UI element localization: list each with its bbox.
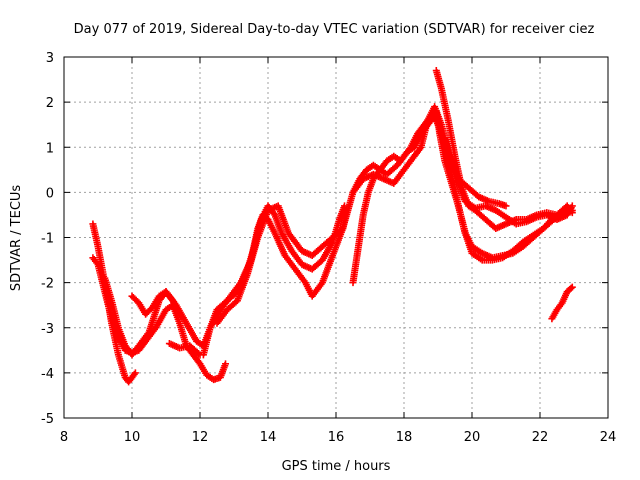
y-tick-label: -5 xyxy=(41,412,54,427)
data-point xyxy=(567,284,575,292)
y-tick-label: -2 xyxy=(41,277,54,292)
x-tick-label: 14 xyxy=(260,430,277,445)
y-tick-label: -4 xyxy=(41,367,54,382)
data-point xyxy=(176,310,184,318)
series-arc-4 xyxy=(128,288,184,318)
x-axis-label: GPS time / hours xyxy=(282,459,391,474)
series-arc-7 xyxy=(213,103,510,327)
x-tick-label: 20 xyxy=(464,430,481,445)
y-axis-label: SDTVAR / TECUs xyxy=(9,185,24,292)
y-tick-label: 0 xyxy=(46,186,54,201)
series-arc-3 xyxy=(101,202,348,359)
data-point xyxy=(131,369,139,377)
series-arc-11 xyxy=(441,134,576,228)
series-arc-2 xyxy=(89,254,229,384)
grid-lines xyxy=(64,57,608,418)
y-tick-label: 3 xyxy=(46,51,54,66)
data-point xyxy=(568,283,576,291)
chart-title: Day 077 of 2019, Sidereal Day-to-day VTE… xyxy=(74,22,595,37)
y-tick-label: 1 xyxy=(46,141,54,156)
data-point xyxy=(416,145,424,153)
x-tick-label: 16 xyxy=(328,430,345,445)
y-tick-labels: 3 2 1 0 -1 -2 -3 -4 -5 xyxy=(41,51,54,427)
data-point xyxy=(130,370,138,378)
y-tick-label: -3 xyxy=(41,322,54,337)
y-tick-label: 2 xyxy=(46,96,54,111)
data-point xyxy=(222,360,229,368)
series-arc-9 xyxy=(349,107,576,264)
x-tick-label: 24 xyxy=(600,430,617,445)
x-tick-label: 18 xyxy=(396,430,413,445)
x-tick-labels: 8 10 12 14 16 18 20 22 24 xyxy=(60,430,616,445)
series-arc-12 xyxy=(548,283,576,323)
x-tick-label: 12 xyxy=(192,430,209,445)
axis-ticks xyxy=(63,56,609,419)
data-point xyxy=(502,202,510,210)
x-tick-label: 8 xyxy=(60,430,68,445)
x-tick-label: 10 xyxy=(124,430,141,445)
data-layer xyxy=(89,67,576,386)
x-tick-label: 22 xyxy=(532,430,549,445)
series-arc-5 xyxy=(165,340,204,359)
y-tick-label: -1 xyxy=(41,232,54,247)
data-point xyxy=(568,202,576,210)
